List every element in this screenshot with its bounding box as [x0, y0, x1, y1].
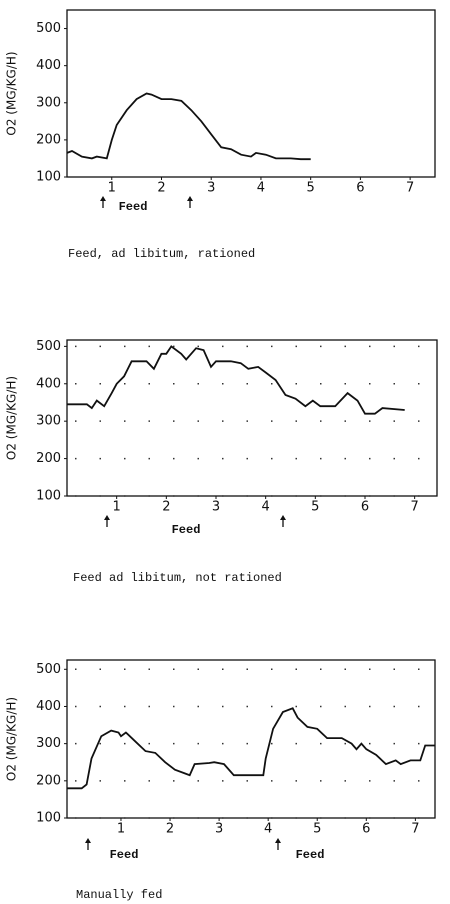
y-tick-label: 300 [36, 736, 61, 751]
x-tick-label: 4 [257, 181, 265, 196]
x-tick-label: 4 [264, 822, 272, 837]
y-tick-label: 100 [36, 489, 61, 504]
x-tick-label: 7 [411, 822, 419, 837]
y-tick-label: 100 [36, 170, 61, 185]
y-tick-label: 200 [36, 773, 61, 788]
data-line [66, 92, 311, 161]
x-tick-label: 6 [356, 181, 364, 196]
y-tick-label: 200 [36, 132, 61, 147]
x-tick-label: 6 [362, 822, 370, 837]
x-tick-label: 3 [207, 181, 215, 196]
x-tick-label: 3 [212, 500, 220, 515]
arrow-head [275, 838, 281, 843]
arrow-head [280, 515, 286, 520]
plot-frame [66, 9, 436, 178]
x-tick-label: 2 [157, 181, 165, 196]
x-tick-label: 5 [311, 500, 319, 515]
x-tick-label: 5 [313, 822, 321, 837]
caption: Feed ad libitum, not rationed [73, 571, 282, 585]
x-tick-label: 1 [113, 500, 121, 515]
arrow-head [187, 196, 193, 201]
y-tick-label: 400 [36, 58, 61, 73]
y-tick-label: 500 [36, 21, 61, 36]
x-tick-label: 3 [215, 822, 223, 837]
annotation: Feed [172, 523, 201, 537]
y-tick-label: 400 [36, 376, 61, 391]
y-tick-label: 300 [36, 95, 61, 110]
arrow-head [104, 515, 110, 520]
x-tick-label: 7 [406, 181, 414, 196]
data-line [67, 707, 435, 790]
y-tick-label: 500 [36, 339, 61, 354]
x-tick-label: 2 [166, 822, 174, 837]
annotation: Feed [119, 200, 148, 214]
x-tick-label: 1 [117, 822, 125, 837]
y-tick-label: 100 [36, 811, 61, 826]
x-tick-label: 1 [108, 181, 116, 196]
plot-frame [66, 659, 436, 819]
arrow-head [100, 196, 106, 201]
y-axis-label: O2 (MG/KG/H) [5, 376, 19, 460]
x-tick-label: 4 [262, 500, 270, 515]
caption: Feed, ad libitum, rationed [68, 247, 255, 261]
y-axis-label: O2 (MG/KG/H) [5, 697, 19, 781]
annotation: Feed [110, 848, 139, 862]
plot-frame [66, 339, 438, 497]
y-tick-label: 400 [36, 699, 61, 714]
y-tick-label: 500 [36, 662, 61, 677]
data-line [67, 345, 405, 415]
y-tick-label: 300 [36, 414, 61, 429]
caption: Manually fed [76, 888, 162, 902]
x-tick-label: 5 [307, 181, 315, 196]
y-axis-label: O2 (MG/KG/H) [5, 51, 19, 135]
arrow-head [85, 838, 91, 843]
y-tick-label: 200 [36, 451, 61, 466]
x-tick-label: 6 [361, 500, 369, 515]
annotation: Feed [296, 848, 325, 862]
x-tick-label: 7 [411, 500, 419, 515]
x-tick-label: 2 [162, 500, 170, 515]
